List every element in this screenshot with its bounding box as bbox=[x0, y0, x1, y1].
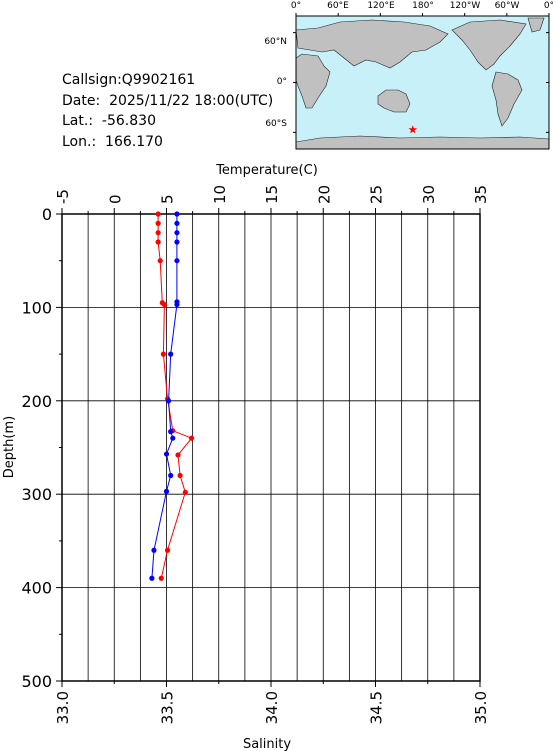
map-left-labels: 60°N 0° 60°S bbox=[264, 37, 287, 129]
temperature-axis-label: Temperature(C) bbox=[215, 163, 318, 178]
salinity-point bbox=[168, 429, 174, 435]
depth-ticks: 0 100 200 300 400 500 bbox=[21, 205, 62, 691]
temperature-tick-label: 30 bbox=[420, 185, 438, 204]
temperature-tick-label: -5 bbox=[54, 189, 72, 204]
salinity-tick-label: 33.0 bbox=[54, 691, 72, 724]
salinity-point bbox=[174, 220, 180, 226]
temperature-point bbox=[155, 211, 161, 217]
map-top-labels: 0° 60°E 120°E 180° 120°W 60°W 0° bbox=[291, 1, 553, 11]
salinity-point bbox=[168, 351, 174, 357]
salinity-point bbox=[163, 451, 170, 457]
callsign-text: Callsign:Q9902161 bbox=[62, 72, 196, 88]
station-star-icon bbox=[408, 125, 418, 134]
salinity-tick-label: 33.5 bbox=[159, 691, 177, 724]
landmasses bbox=[295, 17, 550, 150]
salinity-point bbox=[174, 258, 180, 264]
depth-tick-label: 200 bbox=[21, 392, 52, 411]
temperature-profile bbox=[155, 211, 195, 581]
plot-frame bbox=[61, 213, 481, 682]
temperature-point bbox=[155, 220, 161, 226]
temperature-tick-label: 20 bbox=[315, 185, 333, 204]
temperature-point bbox=[164, 396, 171, 402]
date-text: Date: 2025/11/22 18:00(UTC) bbox=[62, 92, 274, 109]
map-body bbox=[293, 13, 550, 150]
salinity-profile bbox=[149, 211, 180, 581]
salinity-point bbox=[151, 547, 157, 553]
temperature-tick-label: 35 bbox=[472, 185, 490, 204]
salinity-point bbox=[149, 575, 155, 581]
temperature-tick-label: 0 bbox=[106, 194, 124, 204]
salinity-point bbox=[174, 230, 180, 236]
temperature-point bbox=[164, 547, 171, 553]
land-greenland bbox=[527, 17, 545, 33]
station-info: Callsign:Q9902161 Date: 2025/11/22 18:00… bbox=[62, 70, 273, 152]
plot-area bbox=[62, 214, 480, 681]
salinity-tick-label: 35.0 bbox=[472, 691, 490, 724]
temperature-point bbox=[182, 489, 188, 495]
lon-text: Lon.: 166.170 bbox=[62, 133, 163, 150]
salinity-point bbox=[174, 239, 180, 245]
map-lat-label: 60°N bbox=[264, 37, 287, 47]
land-australia bbox=[377, 89, 411, 113]
temperature-point bbox=[161, 301, 168, 308]
map-lon-label: 60°W bbox=[495, 1, 520, 11]
salinity-point bbox=[174, 211, 180, 217]
map-lat-label: 0° bbox=[277, 77, 287, 87]
temperature-point bbox=[157, 258, 163, 264]
land-south-america bbox=[491, 71, 523, 127]
salinity-profile-line bbox=[151, 214, 178, 579]
map-lon-label: 120°W bbox=[450, 1, 481, 11]
profile-series bbox=[149, 211, 195, 581]
temperature-point bbox=[158, 575, 164, 581]
map-lon-label: 120°E bbox=[367, 1, 395, 11]
salinity-point bbox=[170, 435, 176, 441]
salinity-tick-label: 34.5 bbox=[368, 691, 386, 724]
temperature-point bbox=[160, 351, 166, 357]
depth-tick-label: 400 bbox=[21, 579, 52, 598]
map-ticks bbox=[293, 13, 550, 133]
world-map: 0° 60°E 120°E 180° 120°W 60°W 0° 60°N 0°… bbox=[264, 1, 553, 150]
salinity-point bbox=[165, 398, 172, 404]
land-antarctica bbox=[295, 135, 550, 150]
land-africa bbox=[295, 53, 331, 109]
land-north-america bbox=[451, 19, 527, 71]
lat-text: Lat.: -56.830 bbox=[62, 113, 156, 129]
map-lon-label: 60°E bbox=[327, 1, 349, 11]
salinity-axis-label: Salinity bbox=[243, 737, 291, 751]
map-lat-label: 60°S bbox=[265, 119, 287, 129]
map-lon-label: 0° bbox=[544, 1, 553, 11]
grid-lines bbox=[62, 214, 480, 681]
depth-tick-label: 0 bbox=[42, 205, 52, 224]
temperature-point bbox=[155, 230, 161, 236]
temperature-point bbox=[175, 452, 181, 458]
salinity-point bbox=[174, 299, 180, 305]
salinity-tick-label: 34.0 bbox=[263, 691, 281, 724]
temperature-tick-label: 5 bbox=[159, 194, 177, 204]
temperature-point bbox=[170, 428, 176, 434]
depth-tick-label: 300 bbox=[21, 485, 52, 504]
salinity-point bbox=[168, 472, 174, 479]
temperature-profile-line bbox=[157, 214, 193, 579]
depth-tick-label: 100 bbox=[21, 298, 52, 317]
temperature-tick-label: 25 bbox=[368, 185, 386, 204]
temperature-point bbox=[159, 300, 165, 306]
temperature-point bbox=[155, 239, 161, 245]
map-lon-label: 0° bbox=[291, 1, 301, 11]
temperature-point bbox=[188, 435, 195, 441]
depth-tick-label: 500 bbox=[21, 672, 52, 691]
salinity-ticks: 33.0 33.5 34.0 34.5 35.0 bbox=[54, 681, 490, 724]
salinity-point bbox=[163, 488, 170, 494]
depth-axis-label: Depth(m) bbox=[2, 416, 17, 478]
temperature-ticks: -5 0 5 10 15 20 25 30 35 bbox=[54, 185, 490, 214]
land-eurasia bbox=[295, 19, 449, 69]
map-lon-label: 180° bbox=[412, 1, 434, 11]
temperature-tick-label: 10 bbox=[211, 185, 229, 204]
temperature-point bbox=[177, 472, 183, 479]
salinity-point bbox=[174, 301, 180, 308]
temperature-tick-label: 15 bbox=[263, 185, 281, 204]
